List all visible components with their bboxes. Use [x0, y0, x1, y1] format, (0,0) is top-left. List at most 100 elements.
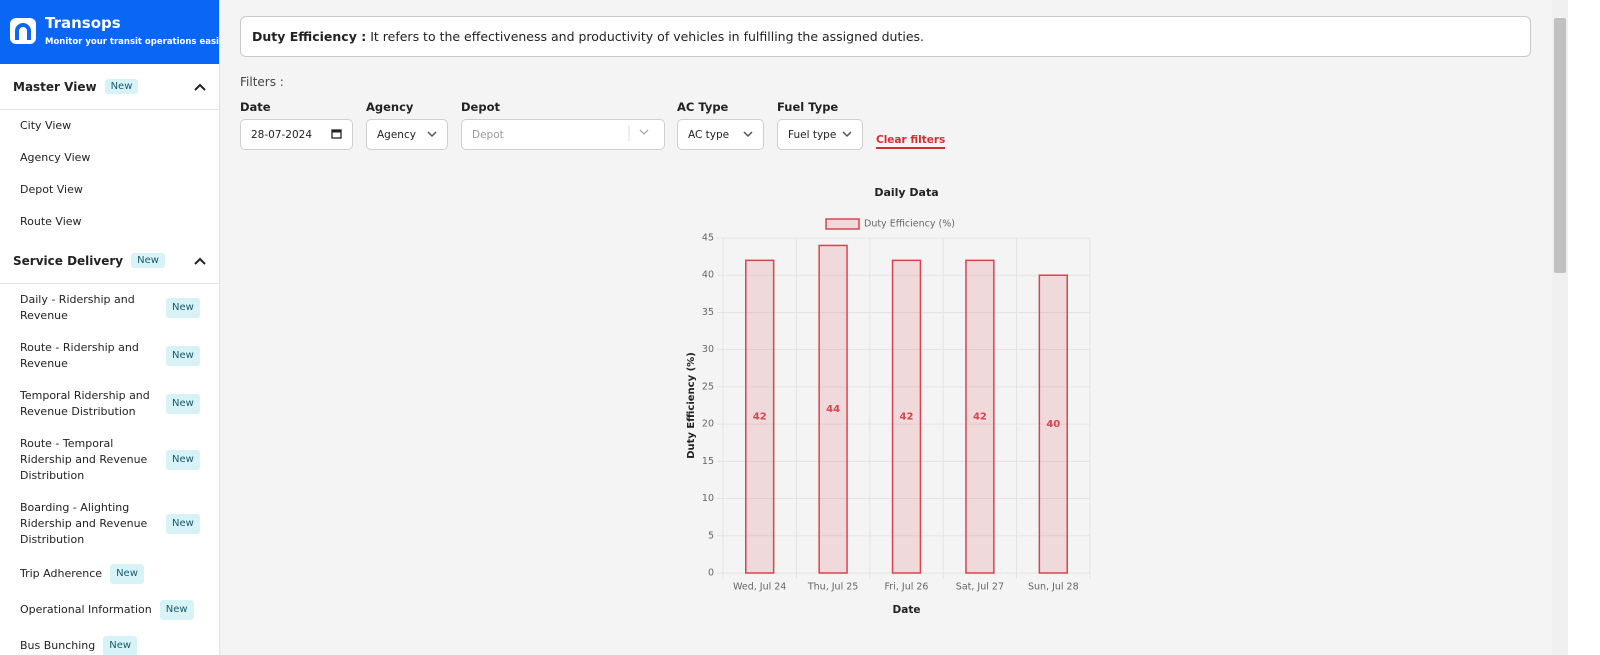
filter-control[interactable]: Fuel type: [777, 119, 863, 150]
control-icon: [628, 125, 654, 144]
chart: Daily Data 0 5 10 15 20 25 30 35 40 45 Duty Efficie…: [686, 186, 1091, 616]
filter-label: Agency: [366, 100, 414, 114]
nav-item[interactable]: Route View: [0, 206, 219, 238]
nav-label: Operational Information: [20, 603, 152, 616]
badge: New: [104, 79, 139, 94]
nav-item[interactable]: Bus Bunching New: [0, 628, 219, 655]
nav-item[interactable]: Daily - Ridership and Revenue New: [0, 284, 219, 332]
data-label: 44: [826, 404, 840, 415]
nav: Master View New City View Agency View Depot …: [0, 64, 219, 655]
badge: New: [166, 514, 200, 534]
chart-title: Daily Data: [874, 186, 938, 199]
nav-item[interactable]: City View: [0, 110, 219, 142]
nav-item[interactable]: Boarding - Alighting Ridership and Reven…: [0, 492, 219, 556]
calendar-icon: [331, 128, 342, 139]
filter-control[interactable]: Depot: [461, 119, 665, 150]
section-header[interactable]: Service Delivery New: [0, 238, 219, 284]
nav-item[interactable]: Route - Temporal Ridership and Revenue D…: [0, 428, 219, 492]
filter-field: Fuel Type Fuel type: [777, 100, 863, 150]
sidebar: Transops Monitor your transit operations…: [0, 0, 220, 655]
y-tick-label: 0: [708, 568, 714, 579]
nav-item[interactable]: Agency View: [0, 142, 219, 174]
select-arrow: [628, 125, 649, 141]
nav-label: Depot View: [20, 183, 83, 196]
chevron: [194, 83, 206, 91]
filter-field: AC Type AC type: [677, 100, 764, 150]
control-icon: [743, 129, 753, 141]
nav-label: City View: [20, 119, 72, 132]
x-tick-label: Thu, Jul 25: [807, 582, 858, 593]
badge: New: [131, 253, 165, 268]
filter-value: AC type: [688, 128, 730, 141]
y-tick-label: 5: [708, 530, 714, 541]
badge: New: [166, 394, 200, 414]
chevron: [427, 130, 437, 137]
badge: New: [103, 636, 138, 655]
filter-label: AC Type: [677, 100, 729, 114]
filter-control[interactable]: Agency: [366, 119, 448, 150]
x-tick-label: Sun, Jul 28: [1028, 582, 1079, 593]
chevron-wrap: [194, 254, 206, 268]
bar: [891, 259, 922, 574]
x-axis-label: Date: [893, 604, 921, 616]
filter-label: Depot: [461, 100, 500, 114]
filter-label: Date: [240, 100, 271, 114]
bar: [965, 259, 995, 574]
info-text: It refers to the effectiveness and produ…: [370, 29, 925, 44]
nav-label: Temporal Ridership and Revenue Distribut…: [20, 389, 150, 418]
data-label: 42: [973, 412, 987, 423]
filter-field: Depot Depot: [461, 100, 665, 150]
y-tick-label: 35: [702, 307, 714, 318]
bar: [1038, 274, 1068, 574]
brand-name: Transops: [45, 14, 121, 32]
info-label: Duty Efficiency :: [252, 29, 367, 44]
control-icon: [331, 128, 342, 142]
nav-item[interactable]: Trip Adherence New: [0, 556, 219, 592]
clear-filters[interactable]: Clear filters: [876, 134, 946, 149]
x-tick-label: Fri, Jul 26: [885, 582, 929, 593]
x-tick-label: Sat, Jul 27: [956, 582, 1004, 593]
filter-value: Fuel type: [788, 128, 837, 141]
bar: [745, 259, 775, 574]
edge: [1568, 0, 1600, 655]
nav-item[interactable]: Route - Ridership and Revenue New: [0, 332, 219, 380]
control-icon: [842, 129, 852, 141]
nav-label: Daily - Ridership and Revenue: [20, 293, 135, 322]
section-header[interactable]: Master View New: [0, 64, 219, 110]
y-tick-label: 25: [702, 381, 714, 392]
nav-item[interactable]: Depot View: [0, 174, 219, 206]
data-label: 42: [900, 412, 914, 423]
scroll-thumb[interactable]: [1554, 18, 1566, 273]
filter-value: Depot: [472, 128, 504, 141]
badge: New: [110, 564, 144, 584]
filters-title: Filters :: [240, 75, 284, 89]
y-tick-label: 15: [702, 456, 714, 467]
filter-control[interactable]: 28-07-2024: [240, 119, 353, 150]
chevron: [194, 257, 206, 265]
nav-label: Route View: [20, 215, 82, 228]
filter-control[interactable]: AC type: [677, 119, 764, 150]
nav-item[interactable]: Operational Information New: [0, 592, 219, 628]
legend-swatch: [825, 218, 860, 230]
scrollbar[interactable]: [1552, 0, 1568, 655]
badge: New: [166, 298, 200, 318]
y-tick-label: 45: [702, 233, 714, 244]
brand-tagline: Monitor your transit operations easily.: [45, 37, 220, 47]
brand-header[interactable]: Transops Monitor your transit operations…: [0, 0, 219, 64]
section-title: Master View: [13, 79, 97, 94]
logo: [10, 18, 36, 44]
main-content: Duty Efficiency : It refers to the effec…: [221, 0, 1550, 655]
section-title: Service Delivery: [13, 253, 124, 268]
bar: [818, 244, 848, 574]
nav-item[interactable]: Temporal Ridership and Revenue Distribut…: [0, 380, 219, 428]
badge: New: [159, 600, 194, 620]
chevron: [743, 130, 753, 137]
control-icon: [427, 129, 437, 141]
y-tick-label: 30: [702, 344, 714, 355]
badge: New: [166, 450, 200, 470]
y-axis-label: Duty Efficiency (%): [686, 352, 697, 459]
filter-value: 28-07-2024: [251, 128, 313, 141]
badge: New: [166, 346, 200, 366]
legend-label: Duty Efficiency (%): [864, 219, 955, 230]
